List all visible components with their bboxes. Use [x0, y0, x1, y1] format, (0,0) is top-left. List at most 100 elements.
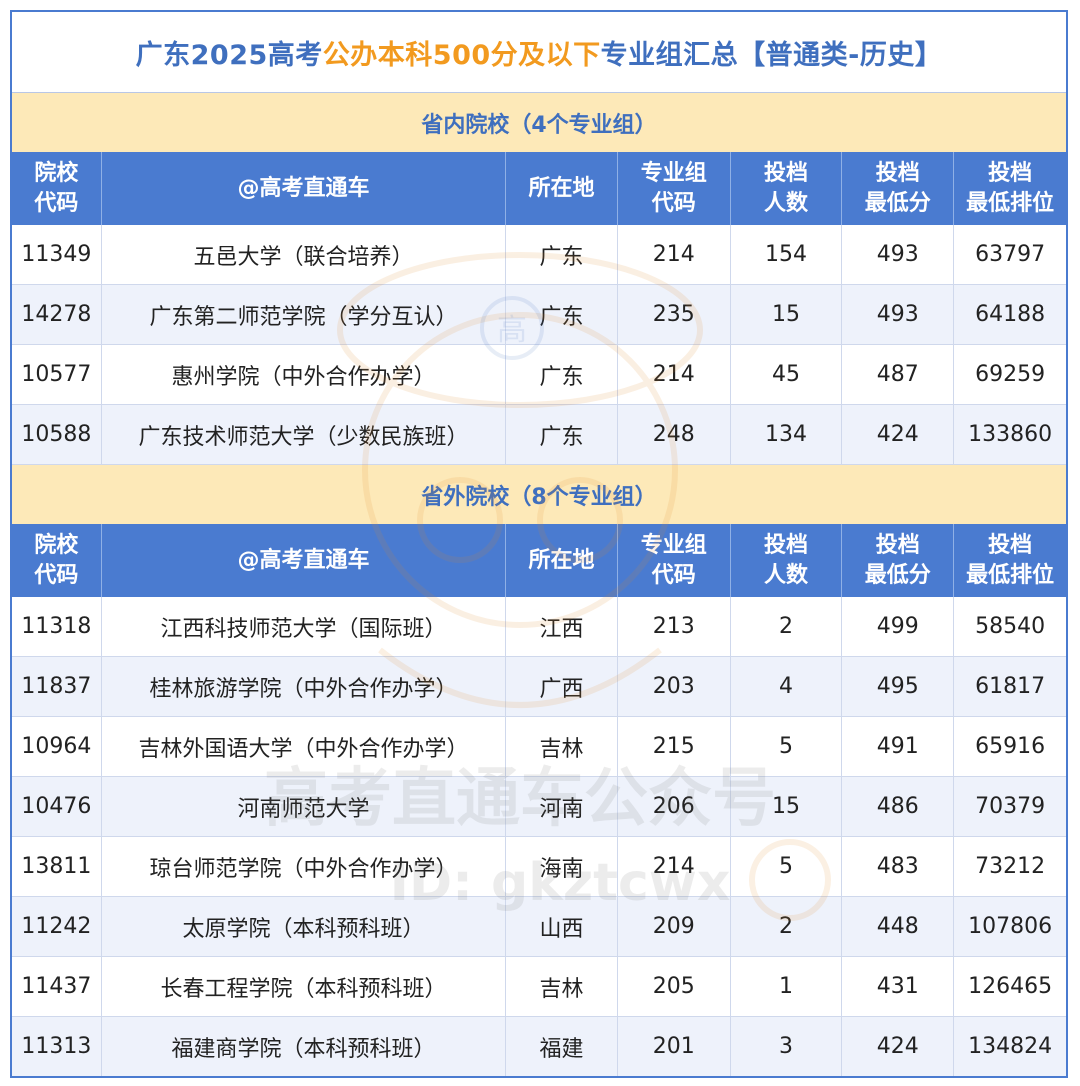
table-row: 13811 琼台师范学院（中外合作办学） 海南 214 5 483 73212: [12, 837, 1066, 897]
cell-location: 广西: [506, 657, 618, 716]
cell-group-code: 205: [618, 957, 731, 1016]
cell-admitted-count: 5: [731, 717, 843, 776]
column-header-location: 所在地: [506, 152, 618, 225]
column-header-group-code: 专业组 代码: [618, 152, 731, 225]
cell-location: 吉林: [506, 957, 618, 1016]
cell-min-rank: 65916: [975, 734, 1046, 759]
table-row: 10476 河南师范大学 河南 206 15 486 70379: [12, 777, 1066, 837]
cell-min-score: 493: [842, 285, 955, 344]
cell-location: 福建: [506, 1017, 618, 1076]
cell-school-code: 10577: [12, 345, 102, 404]
cell-admitted-count: 15: [731, 777, 843, 836]
column-header-group-code: 专业组 代码: [618, 524, 731, 597]
page-title: 广东2025高考 公办本科500分及以下 专业组汇总【普通类-历史】: [12, 12, 1066, 93]
cell-location: 山西: [506, 897, 618, 956]
cell-admitted-count: 15: [731, 285, 843, 344]
cell-location: 广东: [506, 285, 618, 344]
cell-min-rank: 73212: [975, 854, 1046, 879]
cell-admitted-count: 154: [731, 225, 843, 284]
cell-min-score: 448: [842, 897, 955, 956]
cell-location: 江西: [506, 597, 618, 656]
cell-admitted-count: 3: [731, 1017, 843, 1076]
cell-min-score: 483: [842, 837, 955, 896]
cell-school-name: 长春工程学院（本科预科班）: [102, 957, 507, 1016]
cell-min-rank: 58540: [975, 614, 1046, 639]
cell-group-code: 214: [618, 837, 731, 896]
table-row: 11313 福建商学院（本科预科班） 福建 201 3 424 134824: [12, 1017, 1066, 1076]
table-header-row: 院校 代码 @高考直通车 所在地 专业组 代码 投档 人数 投档 最低分 投档 最低排位: [12, 152, 1066, 225]
cell-min-rank: 63797: [975, 242, 1046, 267]
cell-min-rank: 134824: [968, 1034, 1053, 1059]
cell-school-code: 11349: [12, 225, 102, 284]
cell-admitted-count: 5: [731, 837, 843, 896]
cell-min-score: 491: [842, 717, 955, 776]
cell-school-name: 江西科技师范大学（国际班）: [102, 597, 507, 656]
table-row: 10964 吉林外国语大学（中外合作办学） 吉林 215 5 491 65916: [12, 717, 1066, 777]
cell-min-score: 495: [842, 657, 955, 716]
table-row: 11437 长春工程学院（本科预科班） 吉林 205 1 431 126465: [12, 957, 1066, 1017]
cell-school-code: 11242: [12, 897, 102, 956]
cell-school-code: 10476: [12, 777, 102, 836]
cell-school-name: 五邑大学（联合培养）: [102, 225, 507, 284]
title-part-2: 公办本科500分及以下: [322, 39, 601, 71]
cell-school-name: 福建商学院（本科预科班）: [102, 1017, 507, 1076]
cell-location: 海南: [506, 837, 618, 896]
title-part-1: 广东2025高考: [135, 39, 323, 71]
cell-admitted-count: 1: [731, 957, 843, 1016]
table-row: 11837 桂林旅游学院（中外合作办学） 广西 203 4 495 61817: [12, 657, 1066, 717]
table-row: 10577 惠州学院（中外合作办学） 广东 214 45 487 69259: [12, 345, 1066, 405]
cell-location: 广东: [506, 345, 618, 404]
cell-school-name: 太原学院（本科预科班）: [102, 897, 507, 956]
table-row: 10588 广东技术师范大学（少数民族班） 广东 248 134 424 133860: [12, 405, 1066, 465]
column-header-min-rank: 投档 最低排位: [966, 160, 1055, 216]
cell-group-code: 248: [618, 405, 731, 464]
cell-school-name: 广东技术师范大学（少数民族班）: [102, 405, 507, 464]
cell-school-name: 广东第二师范学院（学分互认）: [102, 285, 507, 344]
cell-min-score: 424: [842, 1017, 955, 1076]
cell-school-code: 14278: [12, 285, 102, 344]
cell-school-code: 11313: [12, 1017, 102, 1076]
column-header-admitted-count: 投档 人数: [731, 152, 843, 225]
column-header-school-name: @高考直通车: [102, 152, 507, 225]
cell-group-code: 213: [618, 597, 731, 656]
section-header: 省内院校（4个专业组）: [12, 93, 1066, 152]
cell-school-name: 吉林外国语大学（中外合作办学）: [102, 717, 507, 776]
cell-min-score: 424: [842, 405, 955, 464]
cell-group-code: 203: [618, 657, 731, 716]
column-header-admitted-count: 投档 人数: [731, 524, 843, 597]
summary-table-card: 广东2025高考 公办本科500分及以下 专业组汇总【普通类-历史】 省内院校（4个…: [10, 10, 1068, 1078]
column-header-school-code: 院校 代码: [12, 152, 102, 225]
cell-min-rank: 70379: [975, 794, 1046, 819]
cell-group-code: 209: [618, 897, 731, 956]
cell-min-score: 499: [842, 597, 955, 656]
cell-school-code: 10588: [12, 405, 102, 464]
cell-location: 广东: [506, 225, 618, 284]
cell-group-code: 214: [618, 225, 731, 284]
cell-school-code: 11837: [12, 657, 102, 716]
table-row: 11349 五邑大学（联合培养） 广东 214 154 493 63797: [12, 225, 1066, 285]
cell-group-code: 214: [618, 345, 731, 404]
cell-school-name: 河南师范大学: [102, 777, 507, 836]
cell-min-rank: 126465: [968, 974, 1053, 999]
column-header-min-score: 投档 最低分: [842, 152, 955, 225]
cell-school-code: 11318: [12, 597, 102, 656]
cell-admitted-count: 2: [731, 897, 843, 956]
cell-admitted-count: 4: [731, 657, 843, 716]
cell-location: 吉林: [506, 717, 618, 776]
cell-school-name: 琼台师范学院（中外合作办学）: [102, 837, 507, 896]
column-header-min-score: 投档 最低分: [842, 524, 955, 597]
admission-table: 省内院校（4个专业组） 院校 代码 @高考直通车 所在地 专业组 代码 投档 人数 投档 最…: [12, 93, 1066, 1076]
cell-min-score: 493: [842, 225, 955, 284]
cell-group-code: 206: [618, 777, 731, 836]
column-header-min-rank: 投档 最低排位: [966, 532, 1055, 588]
cell-location: 广东: [506, 405, 618, 464]
cell-location: 河南: [506, 777, 618, 836]
table-row: 11318 江西科技师范大学（国际班） 江西 213 2 499 58540: [12, 597, 1066, 657]
cell-school-code: 10964: [12, 717, 102, 776]
cell-school-code: 11437: [12, 957, 102, 1016]
cell-min-rank: 61817: [975, 674, 1046, 699]
cell-min-score: 486: [842, 777, 955, 836]
cell-group-code: 235: [618, 285, 731, 344]
cell-group-code: 201: [618, 1017, 731, 1076]
cell-admitted-count: 45: [731, 345, 843, 404]
